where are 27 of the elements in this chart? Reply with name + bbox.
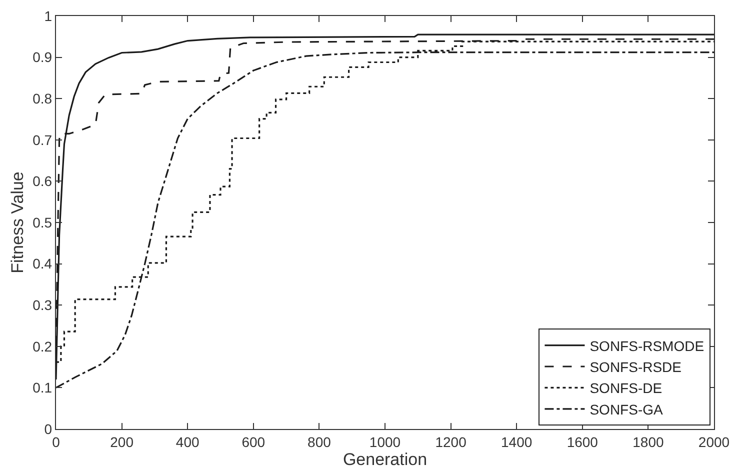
x-tick-label: 600 (242, 434, 266, 450)
x-tick-label: 1400 (501, 434, 532, 450)
y-tick-label: 1 (44, 8, 52, 24)
y-tick-label: 0.4 (32, 256, 52, 272)
legend-label: SONFS-GA (590, 401, 664, 418)
legend-label: SONFS-RSDE (590, 358, 682, 375)
x-tick-label: 200 (110, 434, 134, 450)
y-tick-label: 0.3 (32, 297, 52, 313)
y-tick-label: 0.7 (32, 132, 52, 148)
x-tick-label: 2000 (698, 434, 730, 450)
y-tick-label: 0.1 (32, 380, 52, 396)
y-tick-label: 0.5 (32, 214, 52, 230)
y-tick-label: 0 (44, 420, 52, 437)
y-tick-label: 0.9 (32, 49, 52, 66)
x-tick-label: 400 (176, 434, 200, 450)
y-axis-title: Fitness Value (8, 172, 28, 274)
legend-label: SONFS-RSMODE (590, 338, 704, 354)
x-tick-label: 800 (308, 434, 332, 450)
y-tick-label: 0.2 (32, 338, 52, 354)
x-tick-label: 1000 (369, 434, 401, 450)
x-tick-label: 1600 (566, 434, 598, 450)
x-tick-label: 1800 (632, 434, 664, 450)
legend-label: SONFS-DE (590, 380, 662, 396)
y-tick-label: 0.8 (32, 90, 52, 106)
x-tick-label: 1200 (435, 434, 467, 450)
y-tick-label: 0.6 (32, 173, 52, 190)
x-axis-title: Generation (342, 450, 428, 469)
